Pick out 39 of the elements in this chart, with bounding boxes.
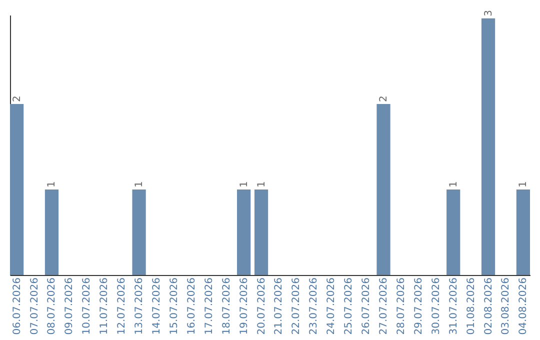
x-tick-label: 30.07.2026	[430, 278, 442, 335]
x-tick-label: 19.07.2026	[238, 278, 250, 335]
x-tick-label: 29.07.2026	[413, 278, 424, 335]
x-tick-label: 23.07.2026	[308, 278, 320, 335]
x-tick-label: 26.07.2026	[361, 278, 372, 335]
x-tick-label: 25.07.2026	[344, 278, 355, 335]
data-label: 2	[12, 96, 23, 102]
x-tick-label: 20.07.2026	[256, 278, 268, 335]
x-tick-label: 21.07.2026	[274, 278, 285, 335]
x-tick-label: 16.07.2026	[186, 278, 198, 335]
data-label: 3	[483, 10, 494, 16]
data-label: 1	[448, 181, 460, 188]
x-tick-label: 14.07.2026	[152, 278, 162, 335]
x-tick-label: 10.07.2026	[82, 278, 93, 335]
x-tick-label: 28.07.2026	[396, 278, 407, 335]
x-tick-label: 11.07.2026	[99, 278, 110, 335]
x-tick-label: 22.07.2026	[291, 278, 302, 335]
x-tick-label: 27.07.2026	[378, 278, 390, 335]
data-label: 1	[238, 181, 250, 188]
x-tick-label: 31.07.2026	[448, 278, 460, 335]
data-label: 1	[256, 181, 268, 188]
data-label: 1	[134, 181, 146, 188]
x-tick-label: 24.07.2026	[326, 278, 338, 335]
data-label: 1	[518, 181, 530, 188]
x-tick-label: 03.08.2026	[500, 278, 512, 335]
x-tick-label: 12.07.2026	[116, 278, 128, 335]
x-tick-label: 06.07.2026	[12, 278, 23, 335]
x-tick-label: 04.08.2026	[518, 278, 530, 335]
x-tick-label: 02.08.2026	[483, 278, 494, 335]
x-tick-label: 09.07.2026	[64, 278, 76, 335]
x-tick-label: 08.07.2026	[46, 278, 58, 335]
x-tick-label: 18.07.2026	[221, 278, 232, 335]
data-label: 1	[46, 181, 58, 188]
x-tick-label: 01.08.2026	[466, 278, 477, 335]
x-tick-label: 07.07.2026	[29, 278, 40, 335]
x-tick-label: 17.07.2026	[204, 278, 215, 335]
x-tick-label: 13.07.2026	[134, 278, 146, 335]
x-tick-label: 15.07.2026	[168, 278, 180, 335]
data-label: 2	[378, 96, 390, 102]
